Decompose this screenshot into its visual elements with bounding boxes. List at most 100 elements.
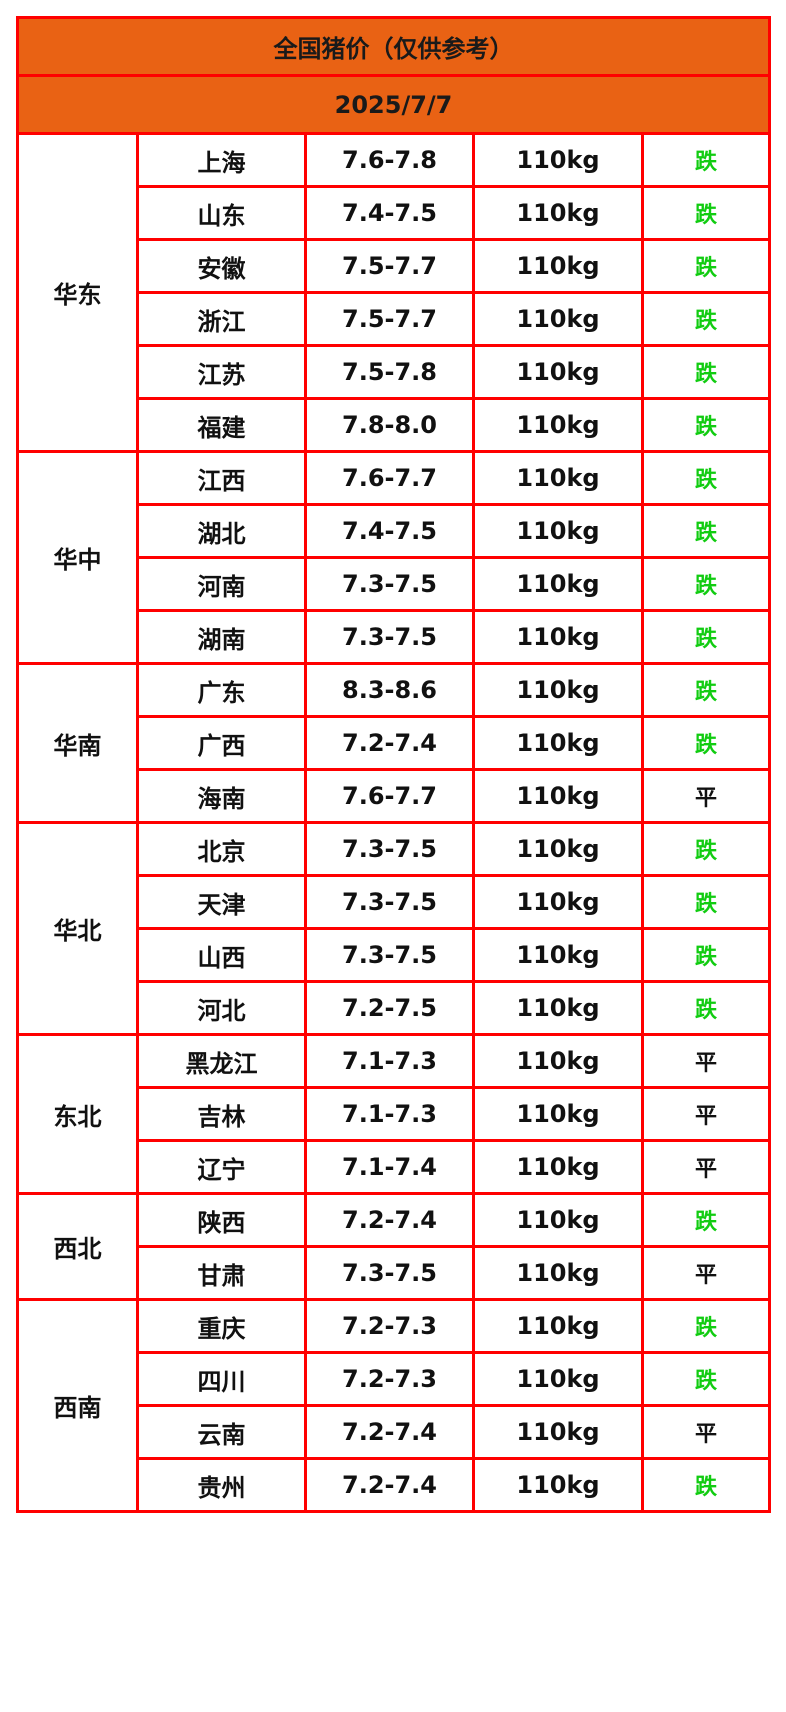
province-cell: 河南 xyxy=(136,556,307,612)
price-cell: 7.2-7.4 xyxy=(304,1192,475,1248)
price-cell: 7.3-7.5 xyxy=(304,1245,475,1301)
price-cell: 7.5-7.8 xyxy=(304,344,475,400)
price-cell: 7.3-7.5 xyxy=(304,609,475,665)
price-cell: 7.6-7.7 xyxy=(304,450,475,506)
trend-cell: 跌 xyxy=(640,450,772,506)
weight-cell: 110kg xyxy=(472,1245,644,1301)
trend-cell: 跌 xyxy=(640,397,772,453)
pig-price-table: 全国猪价（仅供参考） 2025/7/7 华东 上海 7.6-7.8 110kg 跌山东 7… xyxy=(15,16,772,1513)
price-cell: 7.2-7.4 xyxy=(304,1404,475,1460)
weight-cell: 110kg xyxy=(472,238,644,294)
weight-cell: 110kg xyxy=(472,1404,644,1460)
price-cell: 7.2-7.4 xyxy=(304,1457,475,1513)
weight-cell: 110kg xyxy=(472,1139,644,1195)
table-row: 贵州 7.2-7.4 110kg 跌 xyxy=(18,1457,772,1513)
weight-cell: 110kg xyxy=(472,715,644,771)
weight-cell: 110kg xyxy=(472,344,644,400)
trend-cell: 平 xyxy=(640,1404,772,1460)
trend-cell: 跌 xyxy=(640,821,772,877)
weight-cell: 110kg xyxy=(472,1033,644,1089)
price-cell: 7.1-7.4 xyxy=(304,1139,475,1195)
table-row: 甘肃 7.3-7.5 110kg 平 xyxy=(18,1245,772,1301)
table-row: 华南 广东 8.3-8.6 110kg 跌 xyxy=(16,662,772,824)
weight-cell: 110kg xyxy=(472,132,644,188)
province-cell: 北京 xyxy=(136,821,307,877)
region-cell: 西南 xyxy=(16,1298,139,1513)
province-cell: 江西 xyxy=(136,450,307,506)
province-cell: 山西 xyxy=(136,927,307,983)
region-cell: 华北 xyxy=(16,821,139,1036)
trend-cell: 平 xyxy=(640,1086,772,1142)
price-cell: 7.2-7.3 xyxy=(304,1351,475,1407)
trend-cell: 跌 xyxy=(640,291,772,347)
weight-cell: 110kg xyxy=(472,980,644,1036)
table-row: 海南 7.6-7.7 110kg 平 xyxy=(18,768,772,824)
table-row: 福建 7.8-8.0 110kg 跌 xyxy=(18,397,772,453)
table-row: 华东 上海 7.6-7.8 110kg 跌 xyxy=(16,132,772,453)
trend-cell: 跌 xyxy=(640,715,772,771)
price-cell: 7.1-7.3 xyxy=(304,1033,475,1089)
table-date: 2025/7/7 xyxy=(15,74,772,135)
price-cell: 7.3-7.5 xyxy=(304,874,475,930)
weight-cell: 110kg xyxy=(472,503,644,559)
province-cell: 浙江 xyxy=(136,291,307,347)
table-row: 浙江 7.5-7.7 110kg 跌 xyxy=(18,291,772,347)
weight-cell: 110kg xyxy=(472,397,644,453)
price-cell: 7.5-7.7 xyxy=(304,238,475,294)
province-cell: 江苏 xyxy=(136,344,307,400)
trend-cell: 平 xyxy=(640,1139,772,1195)
table-row: 湖北 7.4-7.5 110kg 跌 xyxy=(18,503,772,559)
province-cell: 山东 xyxy=(136,185,307,241)
weight-cell: 110kg xyxy=(472,1457,644,1513)
region-cell: 华南 xyxy=(16,662,139,824)
table-row: 湖南 7.3-7.5 110kg 跌 xyxy=(18,609,772,665)
trend-cell: 跌 xyxy=(640,503,772,559)
province-cell: 贵州 xyxy=(136,1457,307,1513)
weight-cell: 110kg xyxy=(472,1351,644,1407)
price-cell: 7.8-8.0 xyxy=(304,397,475,453)
price-cell: 8.3-8.6 xyxy=(304,662,475,718)
province-cell: 安徽 xyxy=(136,238,307,294)
trend-cell: 跌 xyxy=(640,238,772,294)
trend-cell: 跌 xyxy=(640,185,772,241)
price-cell: 7.4-7.5 xyxy=(304,503,475,559)
trend-cell: 跌 xyxy=(640,1298,772,1354)
price-cell: 7.3-7.5 xyxy=(304,821,475,877)
table-row: 华中 江西 7.6-7.7 110kg 跌 xyxy=(16,450,772,665)
weight-cell: 110kg xyxy=(472,1086,644,1142)
trend-cell: 跌 xyxy=(640,1351,772,1407)
trend-cell: 跌 xyxy=(640,1457,772,1513)
title-row: 全国猪价（仅供参考） xyxy=(15,16,772,77)
price-cell: 7.2-7.5 xyxy=(304,980,475,1036)
table-row: 江苏 7.5-7.8 110kg 跌 xyxy=(18,344,772,400)
table-row: 广西 7.2-7.4 110kg 跌 xyxy=(18,715,772,771)
weight-cell: 110kg xyxy=(472,450,644,506)
province-cell: 甘肃 xyxy=(136,1245,307,1301)
weight-cell: 110kg xyxy=(472,609,644,665)
trend-cell: 跌 xyxy=(640,1192,772,1248)
table-row: 安徽 7.5-7.7 110kg 跌 xyxy=(18,238,772,294)
table-row: 辽宁 7.1-7.4 110kg 平 xyxy=(18,1139,772,1195)
weight-cell: 110kg xyxy=(472,1192,644,1248)
province-cell: 广东 xyxy=(136,662,307,718)
province-cell: 上海 xyxy=(136,132,307,188)
trend-cell: 跌 xyxy=(640,874,772,930)
weight-cell: 110kg xyxy=(472,662,644,718)
trend-cell: 跌 xyxy=(640,662,772,718)
trend-cell: 跌 xyxy=(640,132,772,188)
province-cell: 湖南 xyxy=(136,609,307,665)
province-cell: 河北 xyxy=(136,980,307,1036)
price-cell: 7.4-7.5 xyxy=(304,185,475,241)
province-cell: 海南 xyxy=(136,768,307,824)
table-row: 四川 7.2-7.3 110kg 跌 xyxy=(18,1351,772,1407)
table-row: 吉林 7.1-7.3 110kg 平 xyxy=(18,1086,772,1142)
table-row: 西南 重庆 7.2-7.3 110kg 跌 xyxy=(16,1298,772,1513)
table-row: 河南 7.3-7.5 110kg 跌 xyxy=(18,556,772,612)
weight-cell: 110kg xyxy=(472,768,644,824)
trend-cell: 平 xyxy=(640,768,772,824)
weight-cell: 110kg xyxy=(472,185,644,241)
trend-cell: 平 xyxy=(640,1245,772,1301)
trend-cell: 跌 xyxy=(640,980,772,1036)
price-cell: 7.3-7.5 xyxy=(304,556,475,612)
table-row: 西北 陕西 7.2-7.4 110kg 跌 xyxy=(16,1192,772,1301)
